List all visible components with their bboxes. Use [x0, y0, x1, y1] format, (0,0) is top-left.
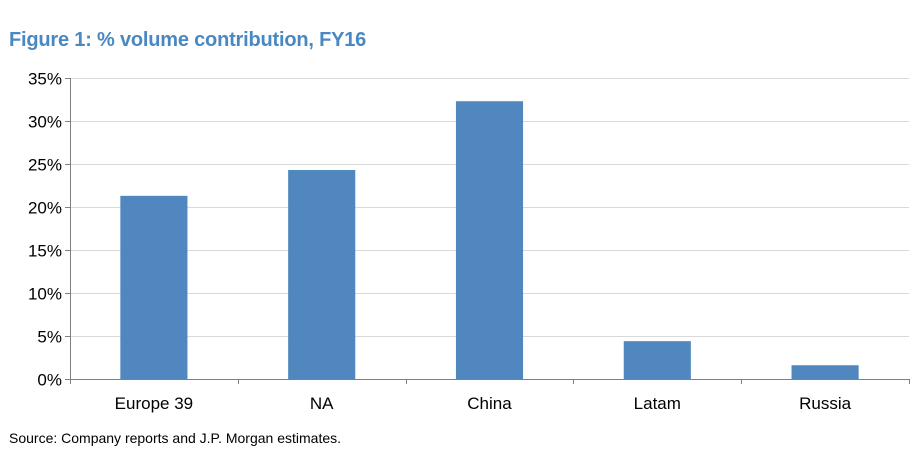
bar-russia: [791, 365, 859, 379]
y-tick-label: 35%: [28, 70, 62, 89]
bar-na: [288, 170, 356, 379]
bar-china: [455, 101, 524, 379]
y-tick-label: 15%: [28, 242, 62, 261]
source-note: Source: Company reports and J.P. Morgan …: [9, 430, 342, 446]
x-tick-label: NA: [310, 394, 334, 413]
axes: [65, 78, 910, 384]
y-tick-label: 30%: [28, 113, 62, 132]
x-tick-label: Russia: [799, 394, 852, 413]
x-tick-labels: Europe 39 NA China Latam Russia: [115, 394, 852, 413]
y-tick-label: 10%: [28, 285, 62, 304]
x-tick-label: China: [467, 394, 512, 413]
bar-latam: [623, 341, 691, 379]
y-tick-labels: 0% 5% 10% 15% 20% 25% 30% 35%: [28, 70, 62, 390]
bar-europe-39: [120, 195, 188, 379]
bars: [120, 101, 859, 379]
x-tick-label: Europe 39: [115, 394, 193, 413]
y-tick-label: 0%: [37, 371, 62, 390]
chart-title: Figure 1: % volume contribution, FY16: [9, 29, 367, 51]
y-tick-label: 20%: [28, 199, 62, 218]
y-tick-label: 25%: [28, 156, 62, 175]
x-tick-label: Latam: [634, 394, 681, 413]
y-tick-label: 5%: [37, 328, 62, 347]
